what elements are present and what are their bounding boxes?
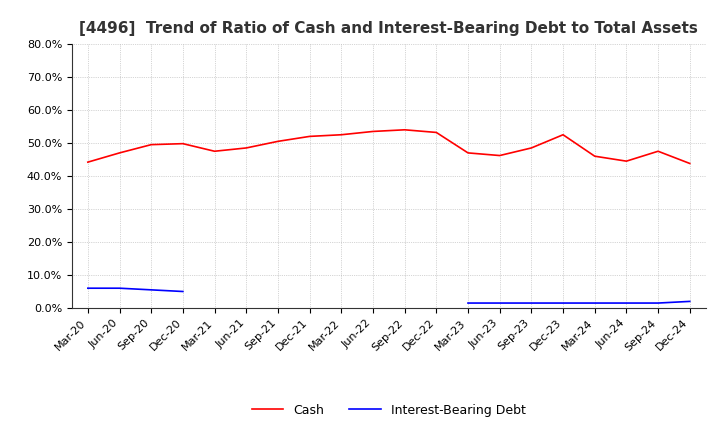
Legend: Cash, Interest-Bearing Debt: Cash, Interest-Bearing Debt xyxy=(247,399,531,422)
Cash xyxy=(685,161,694,166)
Cash xyxy=(622,158,631,164)
Cash xyxy=(274,139,282,144)
Cash xyxy=(179,141,187,146)
Cash xyxy=(115,150,124,156)
Cash xyxy=(495,153,504,158)
Interest-Bearing Debt xyxy=(84,286,92,291)
Cash xyxy=(242,145,251,150)
Cash xyxy=(464,150,472,156)
Cash xyxy=(369,129,377,134)
Cash xyxy=(337,132,346,137)
Cash xyxy=(432,130,441,135)
Cash xyxy=(400,127,409,132)
Cash xyxy=(654,149,662,154)
Title: [4496]  Trend of Ratio of Cash and Interest-Bearing Debt to Total Assets: [4496] Trend of Ratio of Cash and Intere… xyxy=(79,21,698,36)
Cash xyxy=(559,132,567,137)
Cash xyxy=(147,142,156,147)
Cash xyxy=(210,149,219,154)
Cash xyxy=(305,134,314,139)
Interest-Bearing Debt xyxy=(115,286,124,291)
Cash xyxy=(590,154,599,159)
Interest-Bearing Debt xyxy=(179,289,187,294)
Cash xyxy=(527,145,536,150)
Line: Interest-Bearing Debt: Interest-Bearing Debt xyxy=(88,288,183,292)
Line: Cash: Cash xyxy=(88,130,690,163)
Cash xyxy=(84,160,92,165)
Interest-Bearing Debt xyxy=(147,287,156,293)
